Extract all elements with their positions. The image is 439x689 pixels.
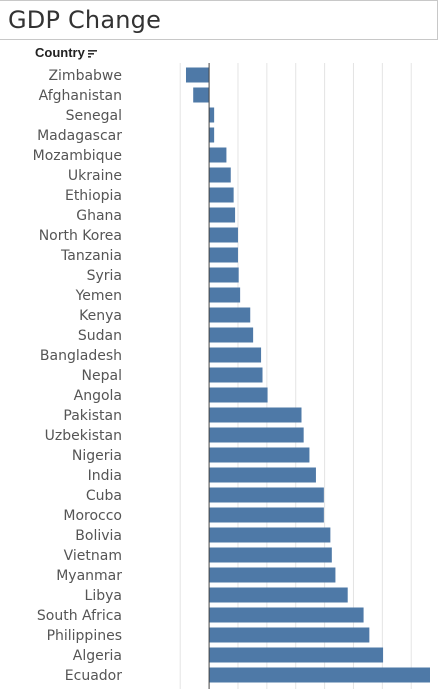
bar-algeria[interactable] <box>209 647 384 663</box>
bar-mozambique[interactable] <box>209 147 227 163</box>
column-header[interactable]: Country <box>35 45 98 60</box>
category-label: Ukraine <box>68 168 122 184</box>
bar-ukraine[interactable] <box>209 167 231 183</box>
category-label: Ghana <box>76 208 122 224</box>
bar-nepal[interactable] <box>209 367 263 383</box>
category-label: South Africa <box>37 608 122 624</box>
bar-angola[interactable] <box>209 387 268 403</box>
category-label: Pakistan <box>63 408 122 424</box>
category-label: Myanmar <box>56 568 122 584</box>
category-label: Mozambique <box>33 148 122 164</box>
bar-libya[interactable] <box>209 587 348 603</box>
category-label: Zimbabwe <box>48 68 122 84</box>
category-label: Cuba <box>86 488 122 504</box>
bar-philippines[interactable] <box>209 627 370 643</box>
bar-ethiopia[interactable] <box>209 187 234 203</box>
bar-nigeria[interactable] <box>209 447 310 463</box>
bar-kenya[interactable] <box>209 307 251 323</box>
bar-ghana[interactable] <box>209 207 236 223</box>
page-title: GDP Change <box>8 6 162 34</box>
category-label: Ecuador <box>65 668 122 684</box>
category-label: Madagascar <box>37 128 122 144</box>
column-header-label: Country <box>35 45 85 60</box>
bar-tanzania[interactable] <box>209 247 238 263</box>
category-label: Nigeria <box>72 448 122 464</box>
bar-zimbabwe[interactable] <box>185 67 210 83</box>
category-label: Kenya <box>79 308 122 324</box>
bar-myanmar[interactable] <box>209 567 336 583</box>
category-label: Afghanistan <box>39 88 122 104</box>
bar-cuba[interactable] <box>209 487 324 503</box>
bar-sudan[interactable] <box>209 327 254 343</box>
bar-ecuador[interactable] <box>209 667 430 683</box>
category-label: Philippines <box>47 628 122 644</box>
bar-morocco[interactable] <box>209 507 324 523</box>
category-label: North Korea <box>39 228 122 244</box>
bar-yemen[interactable] <box>209 287 241 303</box>
bar-bangladesh[interactable] <box>209 347 262 363</box>
bar-pakistan[interactable] <box>209 407 302 423</box>
title-bar: GDP Change <box>0 0 438 40</box>
category-label: Uzbekistan <box>45 428 122 444</box>
bar-uzbekistan[interactable] <box>209 427 304 443</box>
bar-madagascar[interactable] <box>209 127 215 143</box>
category-label: Tanzania <box>60 248 122 264</box>
sort-descending-icon[interactable] <box>87 48 98 58</box>
category-label: Ethiopia <box>65 188 122 204</box>
category-label: Vietnam <box>64 548 122 564</box>
category-label: India <box>88 468 122 484</box>
category-label: Morocco <box>63 508 122 524</box>
bar-vietnam[interactable] <box>209 547 332 563</box>
bar-bolivia[interactable] <box>209 527 331 543</box>
category-label: Libya <box>85 588 122 604</box>
category-label: Sudan <box>78 328 122 344</box>
bar-india[interactable] <box>209 467 316 483</box>
bar-senegal[interactable] <box>209 107 215 123</box>
category-label: Bangladesh <box>40 348 122 364</box>
category-label: Yemen <box>75 288 122 304</box>
category-label: Angola <box>74 388 122 404</box>
bar-syria[interactable] <box>209 267 239 283</box>
bar-afghanistan[interactable] <box>193 87 210 103</box>
category-label: Algeria <box>73 648 122 664</box>
category-label: Nepal <box>82 368 122 384</box>
category-label: Syria <box>87 268 122 284</box>
category-label: Bolivia <box>75 528 122 544</box>
category-label: Senegal <box>66 108 122 124</box>
bar-south-africa[interactable] <box>209 607 364 623</box>
bar-north-korea[interactable] <box>209 227 238 243</box>
